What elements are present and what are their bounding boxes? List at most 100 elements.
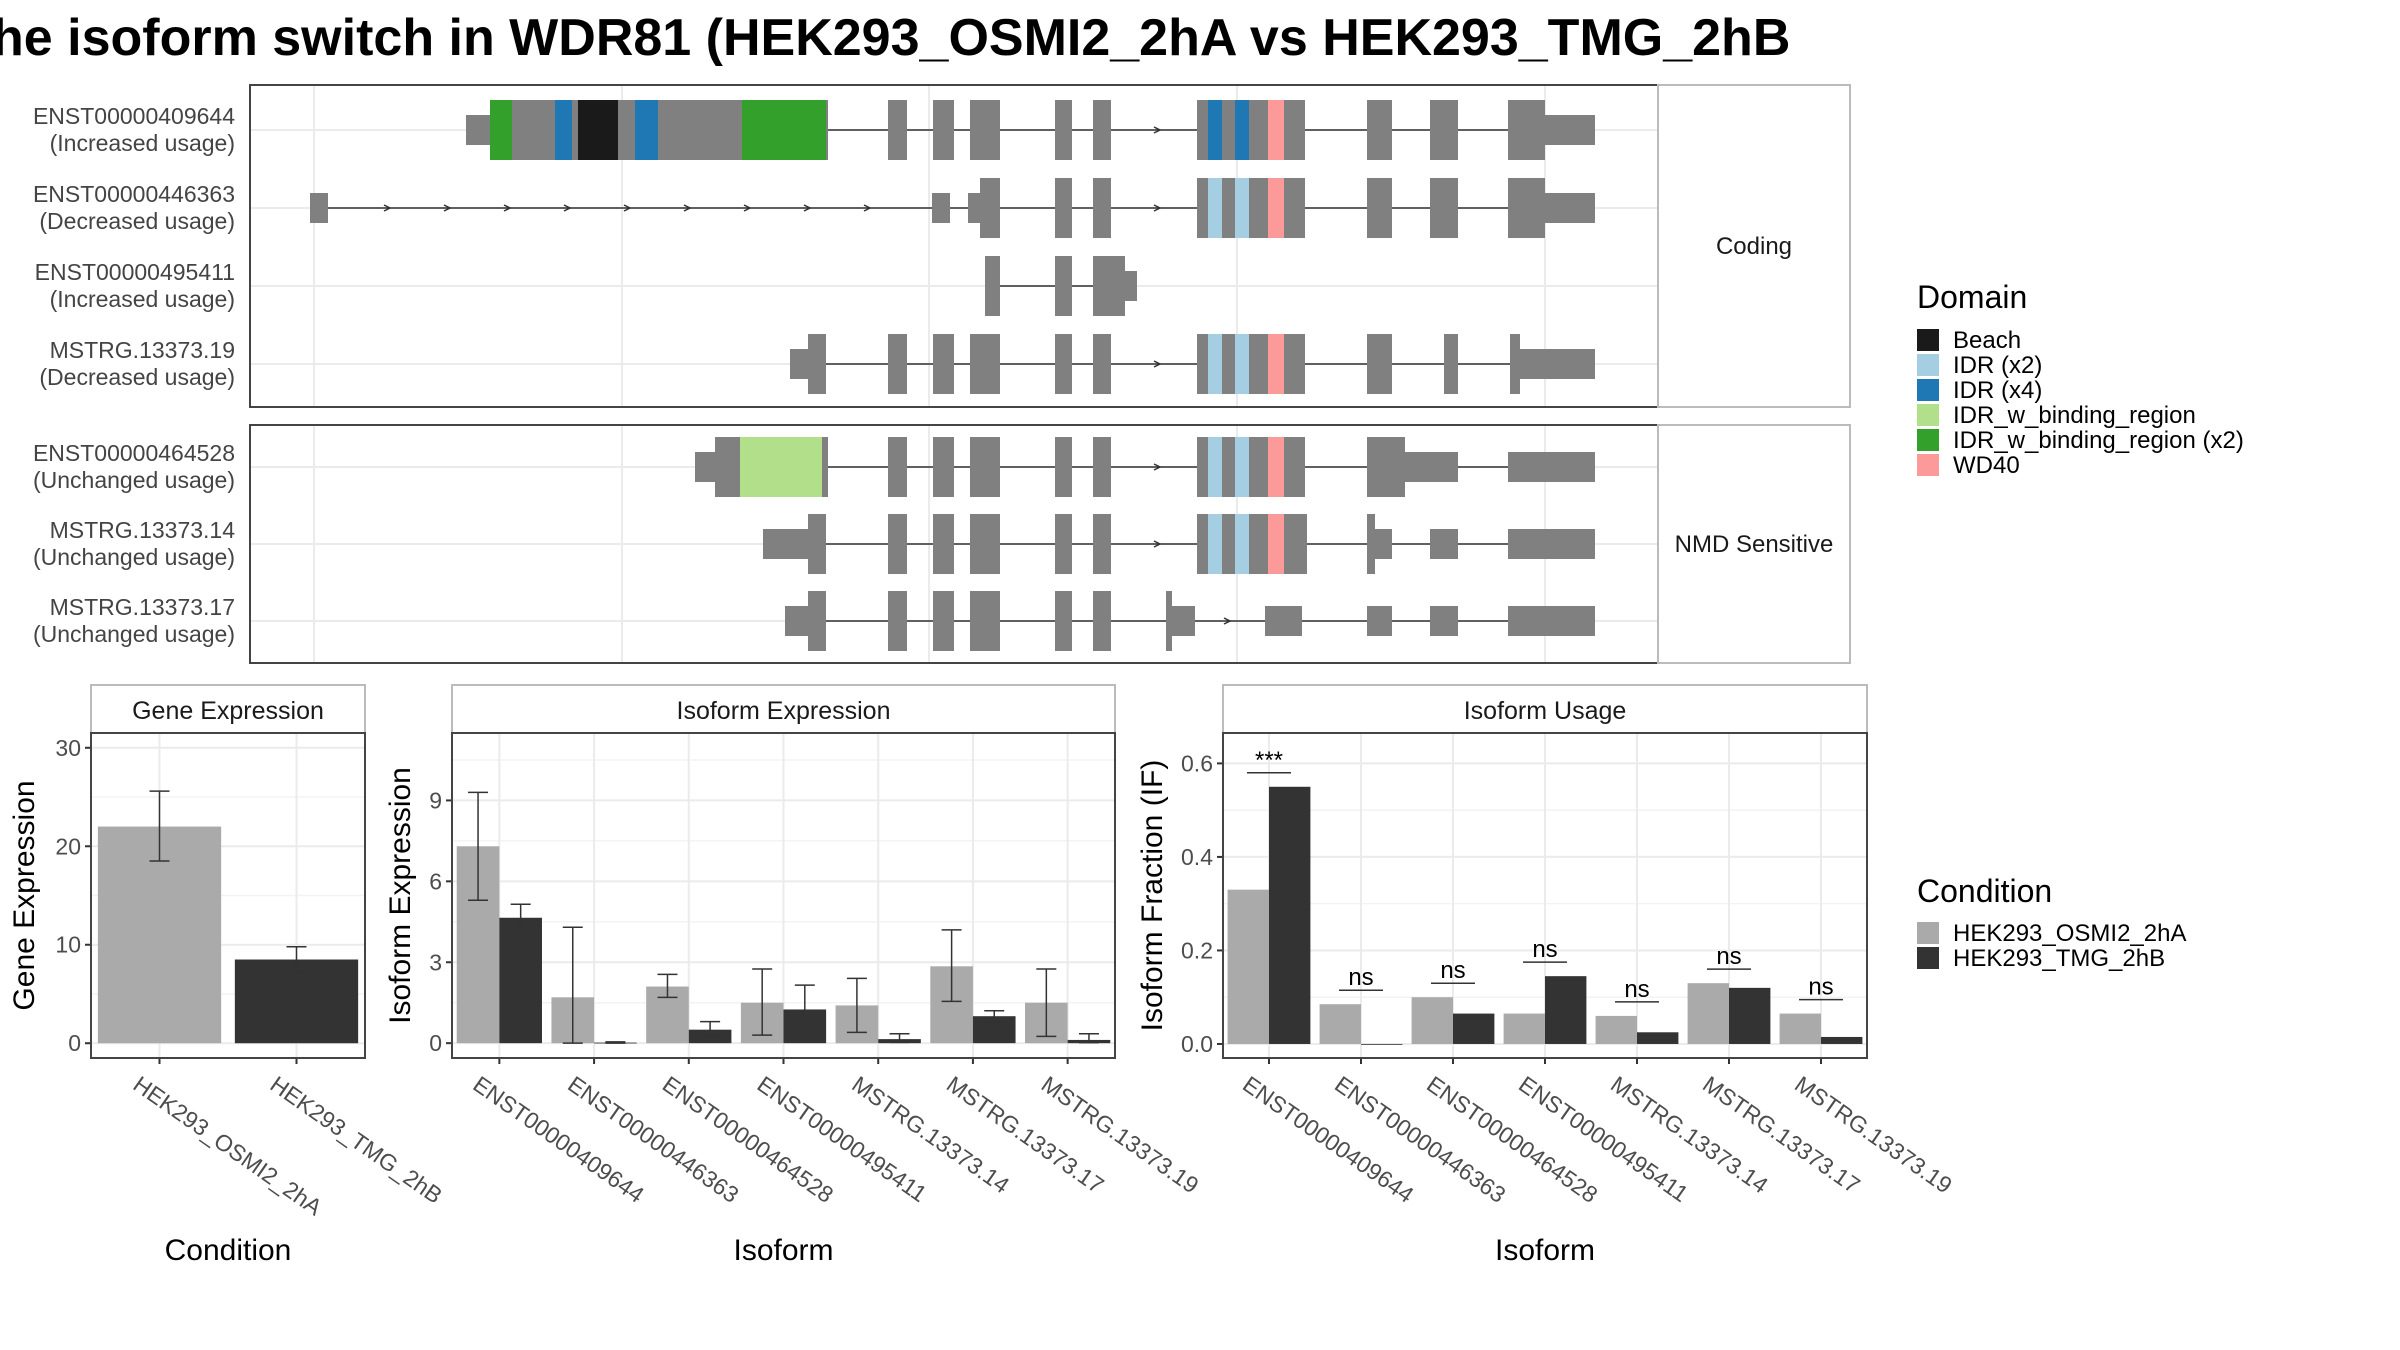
exon <box>1093 100 1111 160</box>
domain-legend-swatch <box>1917 354 1939 376</box>
exon <box>1367 178 1392 238</box>
strand-arrow <box>1153 540 1162 548</box>
exon <box>1125 271 1137 301</box>
domain-segment <box>1235 437 1249 497</box>
y-tick-label: 0.2 <box>1181 937 1213 963</box>
significance-label: *** <box>1255 747 1283 774</box>
exon <box>985 256 1000 316</box>
strand-arrow <box>683 204 692 212</box>
exon <box>1055 591 1072 651</box>
bar <box>1227 889 1269 1044</box>
domain-segment <box>1268 178 1284 238</box>
isoform-usage-plot: Isoform Usage 0.0 0.2 0.4 0.6 *** ENST00000409… <box>1136 684 1957 1267</box>
y-tick-label: 0 <box>429 1030 442 1056</box>
x-tick-label: ENST00000464528 <box>1422 1071 1602 1208</box>
strand-arrow <box>1153 204 1162 212</box>
bar <box>1545 976 1587 1044</box>
transcript-id-label: MSTRG.13373.17 <box>50 594 235 620</box>
exon <box>933 437 954 497</box>
plot-panel-border <box>90 732 366 1059</box>
bar <box>1637 1032 1679 1044</box>
transcript-usage-label: (Increased usage) <box>50 286 235 312</box>
strand-arrow <box>383 204 392 212</box>
exon <box>1093 514 1111 574</box>
x-axis-title: Isoform <box>733 1234 833 1267</box>
domain-legend-swatch <box>1917 404 1939 426</box>
significance-label: ns <box>1348 964 1373 991</box>
domain-legend-label: IDR (x2) <box>1953 352 2042 379</box>
condition-legend-swatch <box>1917 922 1939 944</box>
significance-label: ns <box>1624 976 1649 1003</box>
exon <box>808 334 826 394</box>
transcript-usage-label: (Increased usage) <box>50 130 235 156</box>
transcript-track-ENST00000464528 <box>695 437 1595 497</box>
exon <box>1508 529 1595 559</box>
domain-legend-label: IDR (x4) <box>1953 377 2042 404</box>
transcript-usage-label: (Unchanged usage) <box>33 621 235 647</box>
plot-panel-border <box>1222 732 1868 1059</box>
bar <box>1595 1015 1637 1044</box>
facet-strip <box>1657 84 1851 408</box>
exon <box>1430 100 1458 160</box>
x-tick-label: ENST00000409644 <box>468 1071 649 1208</box>
x-tick-label: ENST00000446363 <box>1330 1071 1510 1208</box>
y-tick-label: 0.6 <box>1181 750 1213 776</box>
x-tick-label: MSTRG.13373.14 <box>847 1071 1014 1199</box>
exon <box>1545 115 1595 145</box>
transcript-id-label: ENST00000446363 <box>33 181 235 207</box>
exon <box>888 437 907 497</box>
exon <box>1055 100 1072 160</box>
domain-segment <box>1268 334 1284 394</box>
exon <box>970 591 1000 651</box>
exon <box>888 334 907 394</box>
strand-arrow <box>1153 463 1162 471</box>
exon <box>933 591 954 651</box>
strand-arrow <box>1153 126 1162 134</box>
exon <box>888 591 907 651</box>
transcript-id-label: MSTRG.13373.19 <box>50 337 235 363</box>
y-tick-label: 9 <box>429 787 442 813</box>
y-tick-label: 0 <box>68 1030 81 1056</box>
bar <box>97 826 222 1044</box>
domain-segment <box>742 100 826 160</box>
domain-legend-label: IDR_w_binding_region <box>1953 402 2196 429</box>
exon <box>1367 334 1392 394</box>
facet-strip <box>1657 424 1851 664</box>
y-tick-label: 0.4 <box>1181 844 1213 870</box>
y-axis-title: Isoform Expression <box>384 767 417 1024</box>
transcript-usage-label: (Unchanged usage) <box>33 467 235 493</box>
strand-arrow <box>743 204 752 212</box>
domain-segment <box>1235 100 1249 160</box>
significance-label: ns <box>1440 957 1465 984</box>
transcript-usage-label: (Decreased usage) <box>39 364 235 390</box>
exon <box>1367 437 1405 497</box>
bar <box>1729 987 1771 1044</box>
exon <box>933 100 954 160</box>
domain-segment <box>578 100 618 160</box>
exon <box>715 437 740 497</box>
transcript-usage-label: (Unchanged usage) <box>33 544 235 570</box>
exon <box>1367 606 1392 636</box>
exon <box>970 514 1000 574</box>
domain-segment <box>1208 334 1222 394</box>
exon <box>1444 334 1458 394</box>
exon <box>1367 100 1392 160</box>
exon <box>785 606 808 636</box>
domain-segment <box>1208 437 1222 497</box>
exon <box>1520 349 1595 379</box>
transcript-track-ENST00000409644 <box>466 100 1595 160</box>
facet-label: NMD Sensitive <box>1675 531 1834 558</box>
x-tick-label: MSTRG.13373.19 <box>1037 1071 1204 1199</box>
strand-arrow <box>1153 360 1162 368</box>
condition-legend-label: HEK293_OSMI2_2hA <box>1953 920 2186 947</box>
exon <box>1367 514 1375 574</box>
exon <box>1430 529 1458 559</box>
transcript-track-MSTRG.13373.17 <box>785 591 1595 651</box>
exon <box>1093 256 1125 316</box>
transcript-id-label: ENST00000464528 <box>33 440 235 466</box>
exon <box>695 452 715 482</box>
bar <box>1453 1013 1495 1044</box>
transcript-track-ENST00000495411 <box>985 256 1137 316</box>
transcript-track-MSTRG.13373.19 <box>790 334 1595 394</box>
